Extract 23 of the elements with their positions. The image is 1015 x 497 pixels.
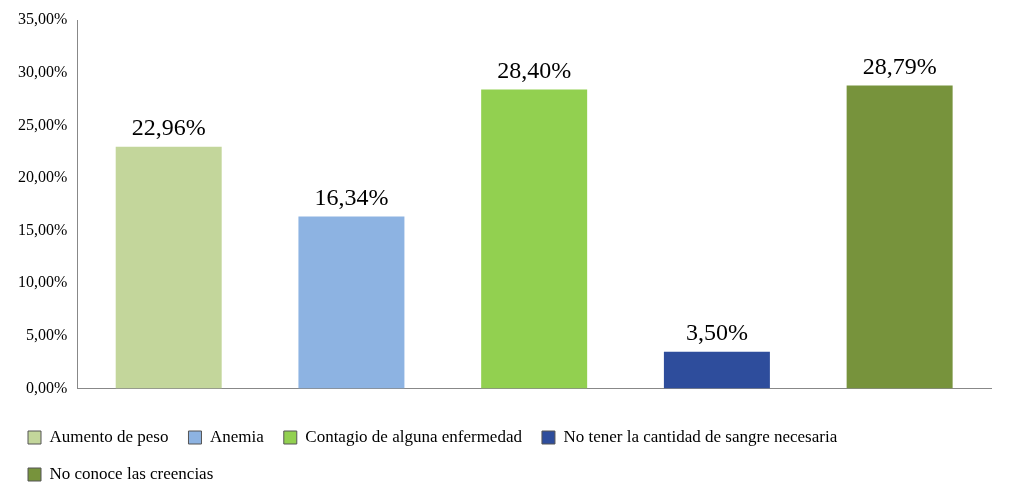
bar xyxy=(663,351,770,389)
y-tick-label: 0,00% xyxy=(26,378,68,396)
legend-label: No conoce las creencias xyxy=(49,463,214,483)
bar xyxy=(298,216,405,389)
y-tick-label: 25,00% xyxy=(18,115,68,133)
data-label: 28,40% xyxy=(497,56,572,83)
bar xyxy=(481,89,588,389)
data-label: 28,79% xyxy=(862,52,937,79)
legend-label: Contagio de alguna enfermedad xyxy=(305,426,523,446)
y-tick-label: 30,00% xyxy=(18,62,68,80)
bar xyxy=(846,85,953,389)
data-label: 22,96% xyxy=(131,114,206,141)
legend-label: No tener la cantidad de sangre necesaria xyxy=(563,426,838,446)
y-tick-label: 5,00% xyxy=(26,326,68,344)
bar xyxy=(115,146,222,389)
legend-label: Anemia xyxy=(209,426,265,446)
y-tick-label: 15,00% xyxy=(18,220,68,238)
data-label: 3,50% xyxy=(685,319,748,346)
data-label: 16,34% xyxy=(314,183,389,210)
y-tick-label: 10,00% xyxy=(18,273,68,291)
y-tick-label: 20,00% xyxy=(18,168,68,186)
y-tick-label: 35,00% xyxy=(18,10,68,28)
legend-label: Aumento de peso xyxy=(49,426,169,446)
